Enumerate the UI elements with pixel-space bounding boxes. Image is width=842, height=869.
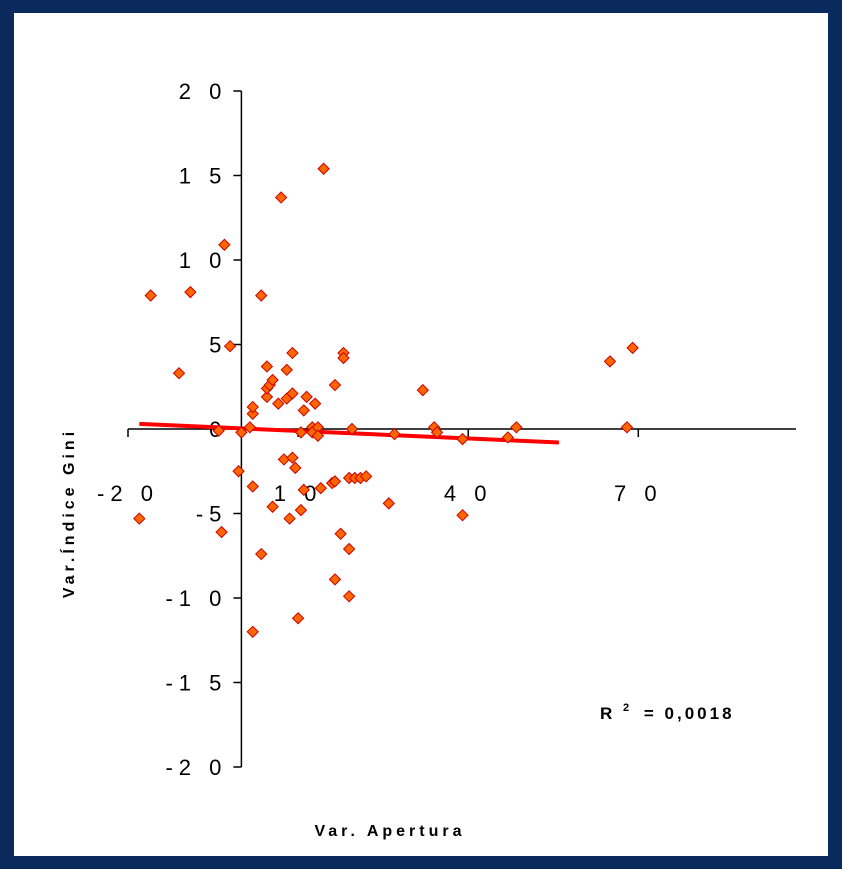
data-point bbox=[212, 424, 225, 437]
x-tick-label: 4 0 bbox=[444, 481, 493, 506]
data-point bbox=[311, 429, 325, 442]
y-tick-label: -1 0 bbox=[165, 586, 227, 611]
data-point bbox=[144, 289, 157, 302]
data-point bbox=[223, 339, 237, 353]
data-point bbox=[300, 390, 313, 404]
data-point bbox=[277, 453, 291, 466]
data-point bbox=[283, 512, 296, 525]
data-point bbox=[235, 426, 248, 439]
data-point bbox=[232, 465, 245, 478]
trendline-layer bbox=[139, 421, 560, 445]
data-point bbox=[266, 373, 279, 387]
data-point bbox=[501, 431, 515, 444]
ticks-layer: -2 01 04 07 02 01 51 050-5-1 0-1 5-2 0 bbox=[97, 79, 663, 780]
x-tick-label: 7 0 bbox=[614, 481, 663, 506]
data-point bbox=[359, 470, 373, 483]
data-point bbox=[456, 432, 469, 446]
r-squared-label: R bbox=[600, 704, 615, 723]
data-point bbox=[345, 422, 359, 436]
chart-frame: -2 01 04 07 02 01 51 050-5-1 0-1 5-2 0 V… bbox=[14, 13, 828, 856]
x-tick-label: -2 0 bbox=[97, 481, 159, 506]
data-point bbox=[133, 512, 146, 525]
data-point bbox=[294, 503, 308, 517]
data-point bbox=[510, 421, 523, 434]
data-point bbox=[297, 404, 310, 417]
data-point bbox=[328, 475, 342, 488]
points-layer bbox=[133, 162, 639, 639]
data-point bbox=[215, 525, 228, 539]
data-point bbox=[280, 363, 293, 377]
data-point bbox=[603, 355, 617, 368]
trend-line bbox=[139, 421, 560, 445]
data-point bbox=[317, 162, 330, 175]
data-point bbox=[337, 351, 350, 365]
data-point bbox=[260, 360, 274, 373]
data-point bbox=[274, 191, 288, 204]
data-point bbox=[286, 451, 299, 464]
y-tick-label: 2 0 bbox=[179, 79, 228, 104]
data-point bbox=[430, 426, 444, 439]
data-point bbox=[184, 285, 197, 299]
data-point bbox=[266, 500, 279, 513]
data-point bbox=[314, 481, 327, 495]
data-point bbox=[456, 508, 469, 522]
data-point bbox=[260, 390, 274, 404]
y-tick-label: -1 5 bbox=[165, 671, 227, 696]
data-point bbox=[334, 527, 347, 540]
data-point bbox=[218, 238, 231, 251]
data-point bbox=[626, 341, 639, 355]
y-tick-label: -5 bbox=[196, 502, 228, 527]
data-point bbox=[255, 547, 268, 561]
data-point bbox=[272, 397, 285, 410]
x-axis-title: Var. Apertura bbox=[314, 823, 465, 840]
y-tick-label: 1 0 bbox=[179, 248, 228, 273]
y-axis-title: Var.Índice Gini bbox=[59, 428, 78, 598]
data-point bbox=[297, 483, 310, 497]
data-point bbox=[620, 421, 634, 434]
data-point bbox=[416, 383, 430, 397]
data-point bbox=[294, 426, 308, 439]
data-point bbox=[382, 497, 396, 510]
data-point bbox=[246, 625, 259, 639]
data-point bbox=[246, 400, 259, 414]
data-point bbox=[342, 542, 356, 556]
data-point bbox=[255, 289, 268, 302]
data-point bbox=[308, 397, 322, 410]
y-tick-label: 1 5 bbox=[179, 164, 228, 189]
r-squared-value: = 0,0018 bbox=[644, 704, 735, 723]
scatter-chart: -2 01 04 07 02 01 51 050-5-1 0-1 5-2 0 V… bbox=[59, 79, 796, 840]
y-tick-label: -2 0 bbox=[165, 755, 227, 780]
r-squared-annotation: R 2 = 0,0018 bbox=[600, 696, 735, 723]
data-point bbox=[289, 461, 302, 475]
data-point bbox=[286, 387, 299, 400]
data-point bbox=[328, 573, 342, 586]
data-point bbox=[328, 378, 342, 392]
x-tick-label: 1 0 bbox=[274, 481, 323, 506]
data-point bbox=[246, 407, 259, 420]
r-squared-exponent: 2 bbox=[623, 702, 632, 714]
data-point bbox=[246, 480, 259, 493]
data-point bbox=[291, 612, 305, 625]
data-point bbox=[388, 427, 401, 441]
data-point bbox=[243, 421, 257, 434]
data-point bbox=[342, 590, 356, 603]
y-tick-label: 5 bbox=[209, 333, 227, 358]
data-point bbox=[172, 367, 186, 380]
data-point bbox=[286, 346, 299, 360]
